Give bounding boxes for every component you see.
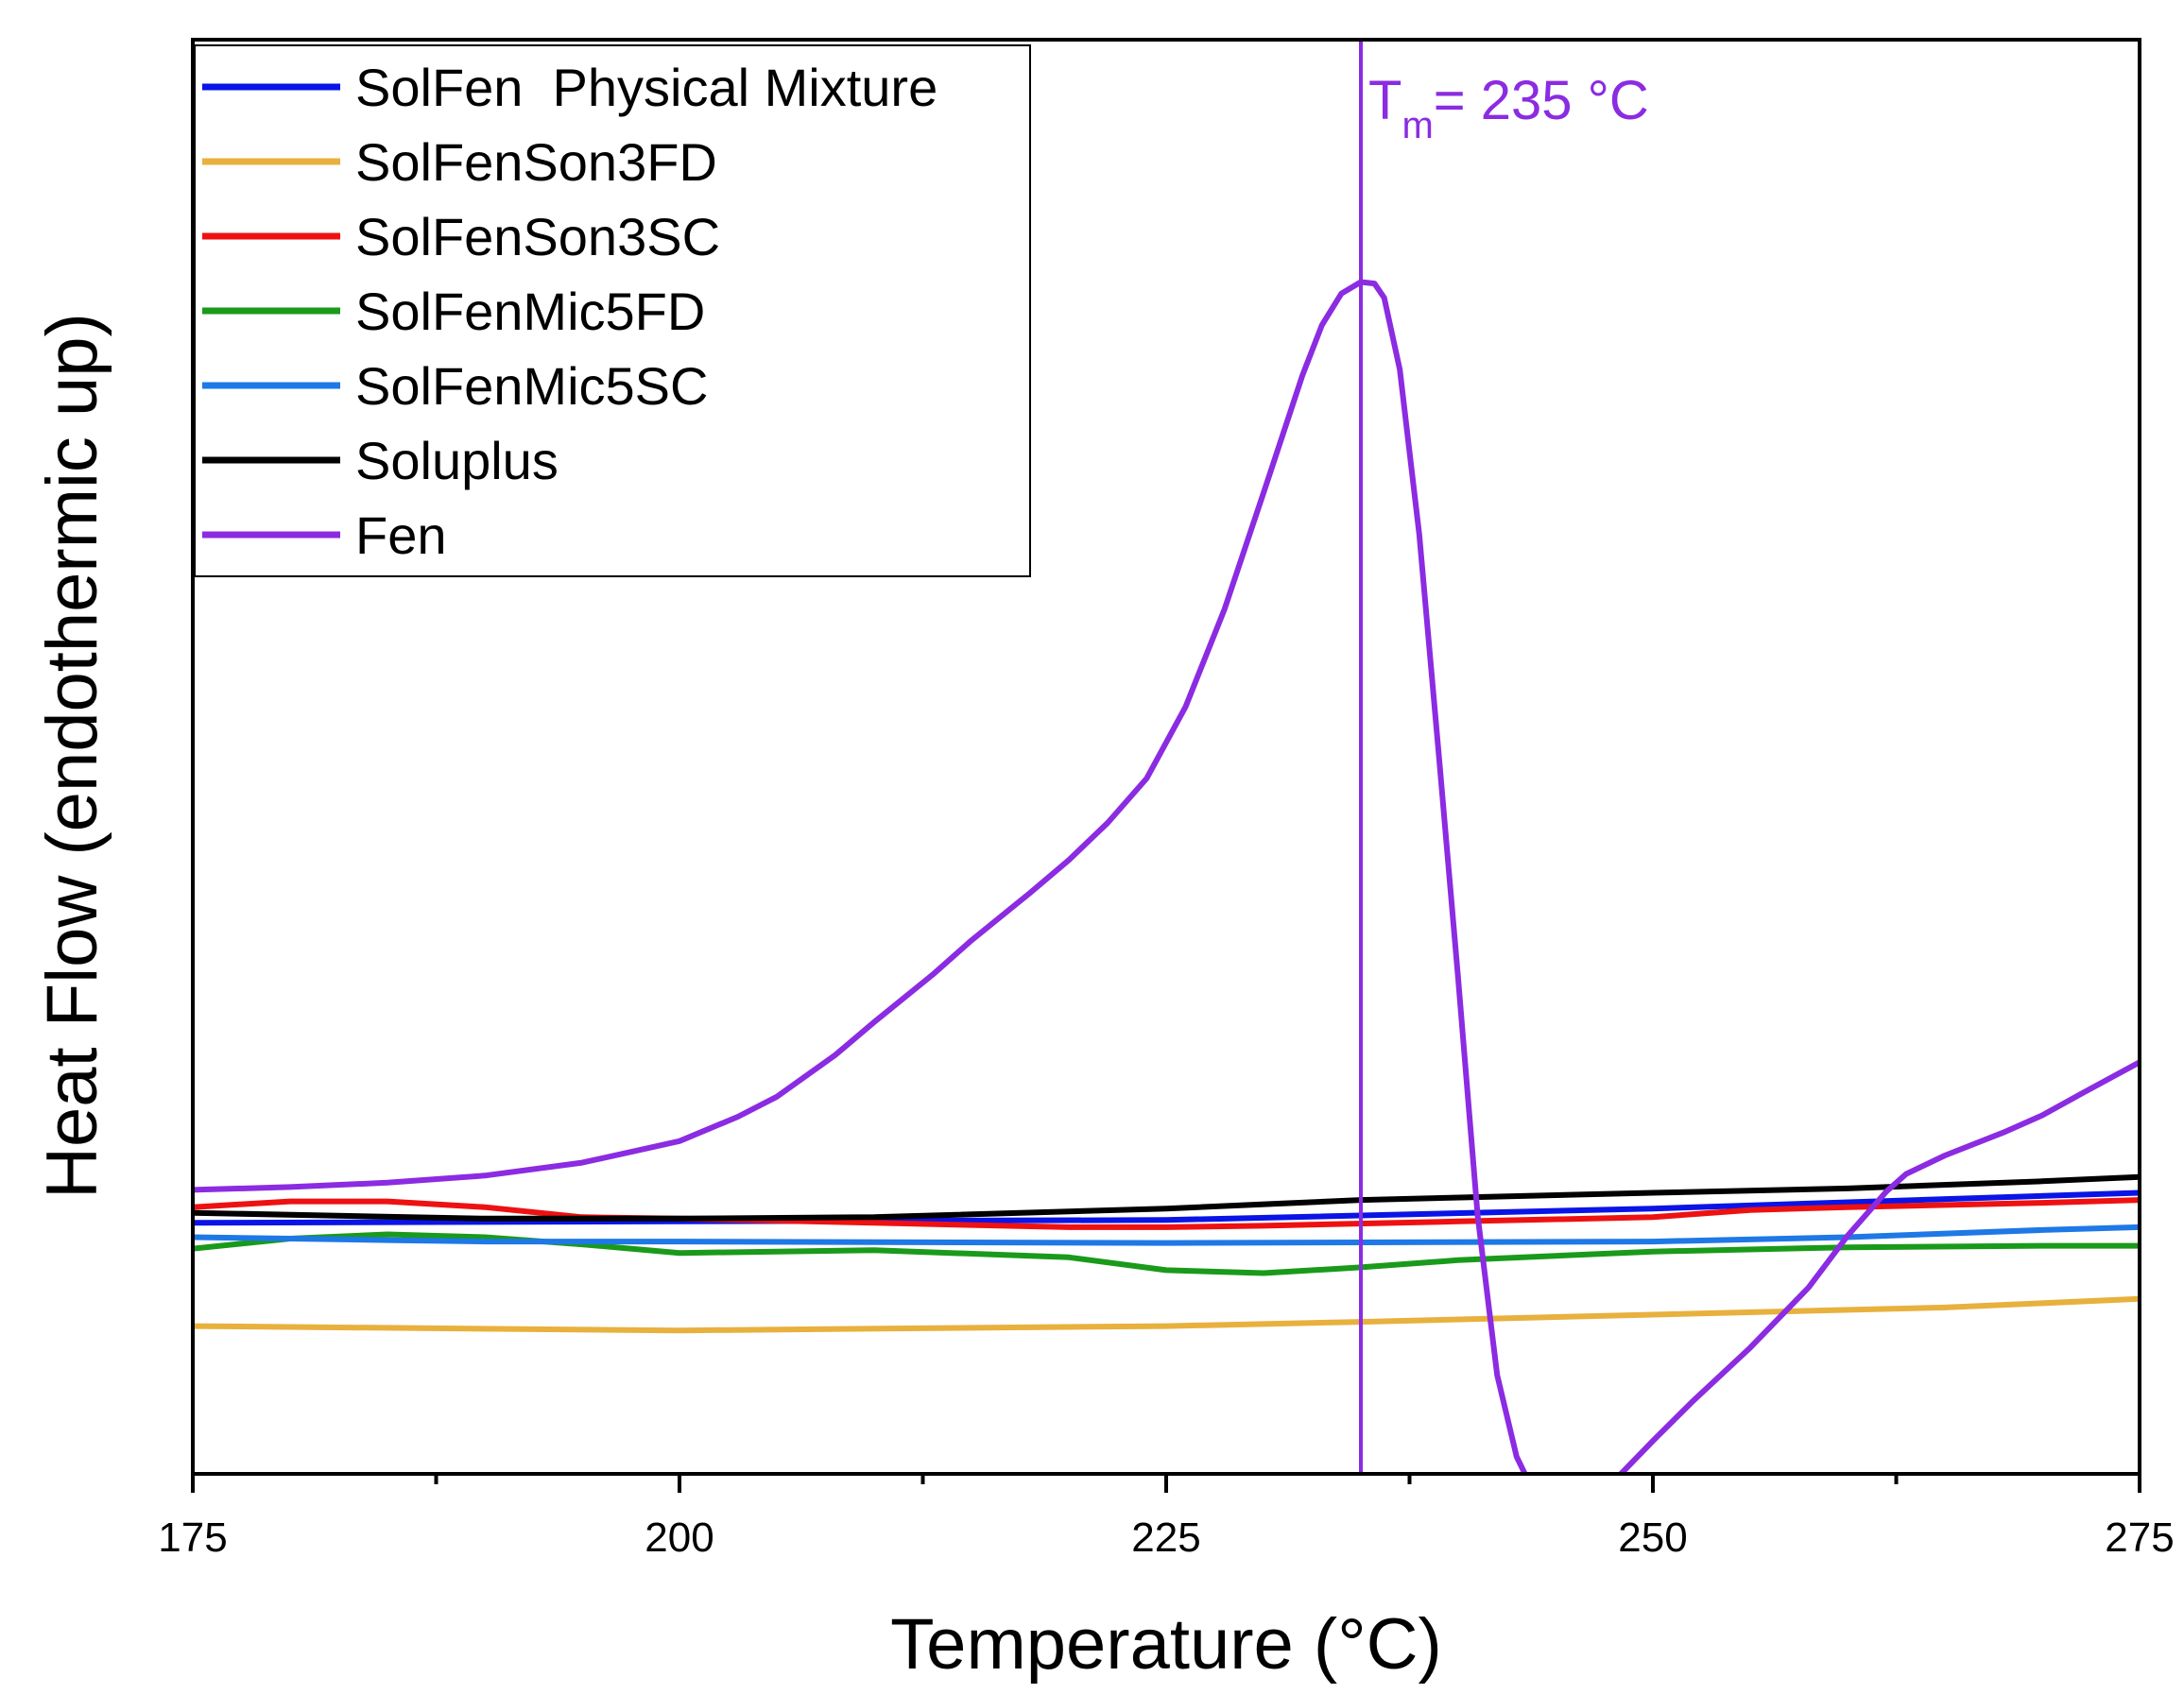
- legend-label: SolFenMic5SC: [355, 356, 708, 416]
- legend-item-solfenson3sc: SolFenSon3SC: [202, 207, 720, 266]
- x-tick-label: 275: [2105, 1514, 2174, 1561]
- legend-label: Fen: [355, 505, 447, 565]
- legend-label: SolFenSon3FD: [355, 132, 717, 192]
- series-line-solfenson3sc: [193, 1197, 2140, 1230]
- legend-item-solfenmic5sc: SolFenMic5SC: [202, 356, 708, 416]
- x-tick-label: 200: [645, 1514, 714, 1561]
- legend-label: SolFen Physical Mixture: [355, 58, 937, 117]
- series-line-solfenmic5sc: [193, 1223, 2140, 1246]
- legend-label: Soluplus: [355, 431, 559, 490]
- legend-label: SolFenMic5FD: [355, 282, 705, 341]
- tm-label-subscript: m: [1402, 105, 1433, 146]
- y-axis-title: Heat Flow (endothermic up): [32, 313, 112, 1199]
- legend-item-solfenmic5fd: SolFenMic5FD: [202, 282, 705, 341]
- series-line-soluplus: [193, 1173, 2140, 1222]
- series-line-solfen-physical-mixture: [193, 1189, 2140, 1226]
- tm-annotation-label: Tm= 235 °C: [1368, 70, 1649, 146]
- legend-label: SolFenSon3SC: [355, 207, 720, 266]
- tm-label-value: = 235 °C: [1434, 70, 1649, 131]
- x-axis-title: Temperature (°C): [890, 1604, 1442, 1685]
- legend-item-fen: Fen: [202, 505, 447, 565]
- series-line-fen: [193, 279, 2140, 1474]
- legend-item-soluplus: Soluplus: [202, 431, 559, 490]
- x-axis-tick-labels: 175 200 225 250 275: [158, 1514, 2174, 1561]
- annotation-layer: Tm= 235 °C: [1359, 40, 1649, 1474]
- x-tick-label: 225: [1131, 1514, 1200, 1561]
- legend: SolFen Physical Mixture SolFenSon3FD Sol…: [194, 44, 1031, 577]
- x-tick-label: 175: [158, 1514, 227, 1561]
- legend-item-solfenson3fd: SolFenSon3FD: [202, 132, 717, 192]
- legend-item-solfen-physical-mixture: SolFen Physical Mixture: [202, 58, 937, 117]
- x-tick-label: 250: [1618, 1514, 1687, 1561]
- series-line-solfenmic5fd: [193, 1231, 2140, 1276]
- x-axis-ticks: [191, 1474, 2141, 1493]
- tm-label-main: T: [1368, 70, 1402, 131]
